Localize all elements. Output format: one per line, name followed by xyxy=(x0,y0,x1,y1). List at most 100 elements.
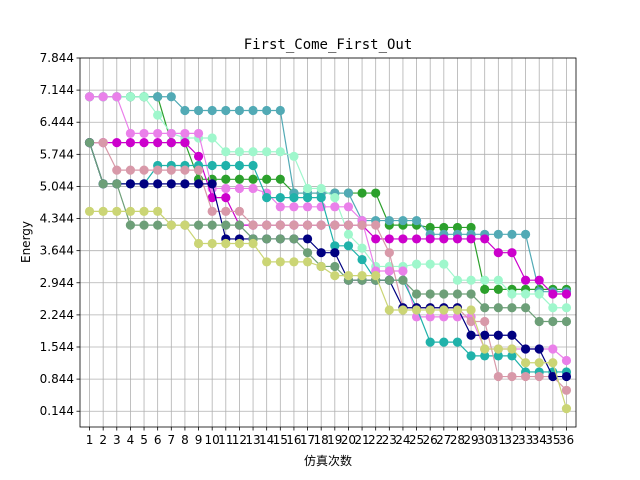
data-point xyxy=(180,137,190,148)
data-point xyxy=(466,351,476,361)
x-tick-label: 6 xyxy=(154,433,162,447)
data-point xyxy=(180,220,190,230)
data-point xyxy=(384,215,394,226)
x-tick-label: 21 xyxy=(354,433,369,447)
y-tick-label: 1.544 xyxy=(40,340,74,354)
data-point xyxy=(139,179,149,189)
data-point xyxy=(193,220,204,230)
data-point xyxy=(425,259,435,269)
data-point xyxy=(452,275,463,285)
data-point xyxy=(275,193,285,203)
y-tick-label: 6.444 xyxy=(40,115,74,129)
data-point xyxy=(411,215,422,226)
x-tick-label: 13 xyxy=(245,433,260,447)
data-point xyxy=(561,355,572,366)
data-point xyxy=(125,220,136,230)
x-tick-label: 15 xyxy=(273,433,288,447)
data-point xyxy=(493,330,503,340)
data-point xyxy=(316,261,326,272)
data-point xyxy=(139,92,149,102)
x-tick-label: 8 xyxy=(181,433,189,447)
data-point xyxy=(425,312,435,322)
data-point xyxy=(384,234,394,244)
data-point xyxy=(507,371,517,382)
data-point xyxy=(548,289,558,299)
data-point xyxy=(520,344,531,354)
data-point xyxy=(411,305,422,315)
data-point xyxy=(330,261,340,272)
y-tick-label: 3.644 xyxy=(40,244,74,258)
data-point xyxy=(221,220,231,230)
data-point xyxy=(357,220,367,230)
data-point xyxy=(275,105,285,116)
data-point xyxy=(425,305,435,315)
x-tick-label: 10 xyxy=(205,433,220,447)
y-tick-label: 2.944 xyxy=(40,276,74,290)
data-point xyxy=(466,305,476,315)
data-point xyxy=(302,193,313,203)
data-point xyxy=(207,179,217,189)
data-point xyxy=(84,137,95,148)
data-point xyxy=(384,305,394,315)
x-tick-label: 27 xyxy=(436,433,451,447)
data-point xyxy=(357,243,367,253)
data-point xyxy=(466,275,476,285)
data-point xyxy=(343,271,354,281)
data-point xyxy=(398,215,408,226)
series-10 xyxy=(84,206,572,414)
x-tick-label: 14 xyxy=(259,433,274,447)
data-point xyxy=(289,151,299,161)
data-point xyxy=(452,305,463,315)
data-point xyxy=(221,174,231,184)
data-point xyxy=(289,234,299,244)
data-point xyxy=(221,193,231,203)
data-point xyxy=(561,385,572,395)
data-point xyxy=(112,179,122,189)
data-point xyxy=(439,222,449,233)
data-point xyxy=(302,257,313,267)
data-point xyxy=(480,303,490,313)
data-point xyxy=(384,266,394,276)
data-point xyxy=(330,248,340,258)
x-tick-label: 1 xyxy=(86,433,94,447)
data-point xyxy=(330,193,340,203)
data-point xyxy=(439,259,449,269)
data-point xyxy=(248,174,258,184)
data-point xyxy=(561,316,572,327)
data-point xyxy=(330,271,340,281)
data-point xyxy=(234,160,245,171)
x-tick-label: 36 xyxy=(559,433,574,447)
data-point xyxy=(153,179,163,189)
data-point xyxy=(534,344,544,354)
data-point xyxy=(112,137,122,148)
data-point xyxy=(425,234,435,244)
x-tick-label: 35 xyxy=(545,433,560,447)
data-point xyxy=(234,183,245,194)
data-point xyxy=(234,220,245,230)
data-point xyxy=(561,289,572,299)
y-tick-label: 2.244 xyxy=(40,308,74,322)
x-tick-label: 33 xyxy=(518,433,533,447)
x-tick-label: 22 xyxy=(368,433,383,447)
data-point xyxy=(248,183,258,194)
data-point xyxy=(207,206,217,216)
data-point xyxy=(275,147,285,157)
data-point xyxy=(153,92,163,102)
data-point xyxy=(234,206,245,216)
data-point xyxy=(493,248,503,258)
data-point xyxy=(112,92,122,102)
y-tick-label: 4.344 xyxy=(40,212,74,226)
data-point xyxy=(330,220,340,230)
data-point xyxy=(411,234,422,244)
data-point xyxy=(507,229,517,239)
x-tick-label: 23 xyxy=(382,433,397,447)
data-point xyxy=(180,105,190,116)
plot-frame xyxy=(79,57,577,428)
data-point xyxy=(234,174,245,184)
x-tick-label: 11 xyxy=(218,433,233,447)
data-point xyxy=(316,248,326,258)
data-point xyxy=(548,371,558,382)
data-point xyxy=(398,275,408,285)
data-point xyxy=(262,257,272,267)
